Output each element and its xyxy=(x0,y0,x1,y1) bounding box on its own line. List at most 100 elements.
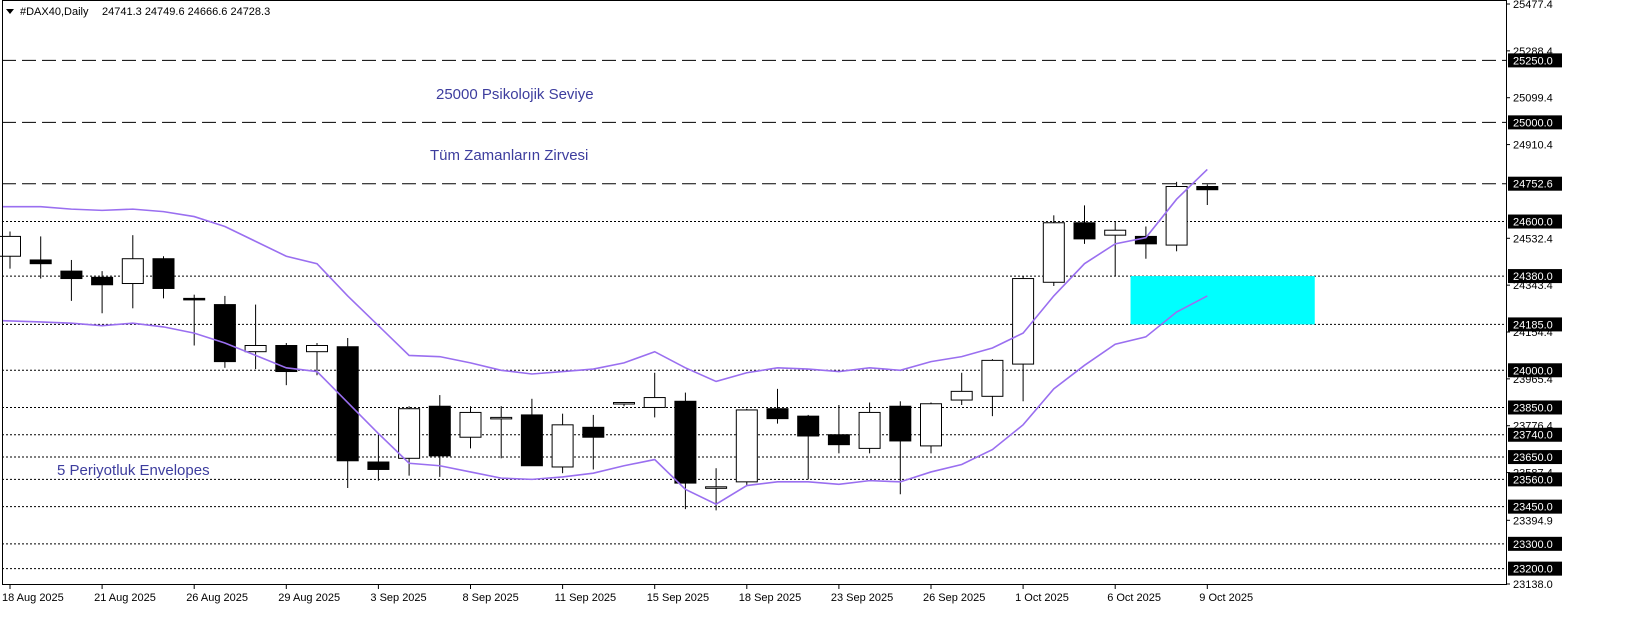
candle-20 xyxy=(613,402,635,407)
candle-19 xyxy=(582,414,605,470)
candle-body xyxy=(91,276,114,286)
chart-header: #DAX40,Daily 24741.3 24749.6 24666.6 247… xyxy=(6,6,270,18)
candle-body xyxy=(428,405,451,457)
time-tick-label: 9 Oct 2025 xyxy=(1199,592,1253,604)
level-label: 23450.0 xyxy=(1513,502,1553,514)
candle-32 xyxy=(981,359,1004,417)
candle-4 xyxy=(121,235,144,309)
time-tick-label: 18 Aug 2025 xyxy=(2,592,64,604)
candle-18 xyxy=(551,413,574,474)
candle-body xyxy=(152,258,175,289)
level-label: 23850.0 xyxy=(1513,402,1553,414)
price-tick-label: 24532.4 xyxy=(1513,233,1553,245)
candle-31 xyxy=(950,372,973,405)
level-label-box xyxy=(1508,317,1562,332)
ohlc-values: 24741.3 24749.6 24666.6 24728.3 xyxy=(102,6,270,18)
candle-body xyxy=(766,408,789,420)
candle-body xyxy=(551,424,574,468)
zone-rect xyxy=(1130,276,1315,325)
candle-3 xyxy=(91,271,114,314)
candle-body xyxy=(520,414,543,467)
candle-body xyxy=(183,297,206,301)
level-label: 24600.0 xyxy=(1513,217,1553,229)
candle-2 xyxy=(60,259,83,301)
envelope-upper-line xyxy=(2,168,1208,383)
candle-body xyxy=(858,411,881,449)
annotation-ath: Tüm Zamanların Zirvesi xyxy=(430,147,588,164)
candle-body xyxy=(1165,185,1188,246)
level-label: 24752.6 xyxy=(1513,179,1553,191)
candle-0 xyxy=(0,231,21,269)
candle-39 xyxy=(1196,184,1219,206)
candle-body xyxy=(459,411,482,438)
level-label: 24185.0 xyxy=(1513,319,1553,331)
envelope-bands xyxy=(1,168,1208,506)
candle-body xyxy=(981,359,1004,397)
time-tick-label: 29 Aug 2025 xyxy=(278,592,340,604)
dropdown-triangle-icon[interactable] xyxy=(6,9,14,14)
candle-24 xyxy=(735,408,758,486)
level-label-box xyxy=(1508,176,1562,191)
annotation-psychological: 25000 Psikolojik Seviye xyxy=(436,86,594,103)
candle-body xyxy=(705,486,728,489)
candle-27 xyxy=(827,404,850,454)
plot-frame xyxy=(2,0,1507,585)
price-tick-label: 25477.4 xyxy=(1513,0,1553,11)
candle-body xyxy=(490,416,513,420)
time-tick-label: 15 Sep 2025 xyxy=(647,592,709,604)
candle-5 xyxy=(152,256,175,299)
demand-zone xyxy=(1130,276,1315,325)
candle-body xyxy=(582,426,605,438)
candle-14 xyxy=(428,395,451,477)
level-label: 23740.0 xyxy=(1513,430,1553,442)
candle-body xyxy=(306,344,328,353)
time-tick-label: 21 Aug 2025 xyxy=(94,592,156,604)
price-tick-label: 24910.4 xyxy=(1513,140,1553,152)
level-label-box xyxy=(1508,536,1562,551)
candle-body xyxy=(398,408,421,459)
candlesticks xyxy=(0,181,1219,511)
candle-body xyxy=(613,402,635,405)
horizontal-levels xyxy=(2,59,1506,570)
time-tick-label: 26 Sep 2025 xyxy=(923,592,985,604)
candle-body xyxy=(1012,278,1035,365)
level-label-box xyxy=(1508,450,1562,465)
time-tick-label: 18 Sep 2025 xyxy=(739,592,801,604)
candle-29 xyxy=(889,401,912,495)
candle-body xyxy=(1042,222,1065,283)
candle-11 xyxy=(336,338,359,489)
candle-body xyxy=(367,461,390,470)
candle-body xyxy=(213,304,236,363)
price-tick-label: 24343.4 xyxy=(1513,280,1553,292)
candle-body xyxy=(674,400,697,484)
candle-body xyxy=(889,405,912,442)
candle-1 xyxy=(29,236,52,279)
time-tick-label: 3 Sep 2025 xyxy=(370,592,426,604)
time-tick-label: 26 Aug 2025 xyxy=(186,592,248,604)
candle-28 xyxy=(858,402,881,454)
level-label: 23560.0 xyxy=(1513,474,1553,486)
candle-body xyxy=(244,344,267,353)
candle-body xyxy=(121,258,144,285)
level-label: 25000.0 xyxy=(1513,117,1553,129)
level-label: 23650.0 xyxy=(1513,452,1553,464)
candle-body xyxy=(797,415,820,437)
price-tick-label: 23138.0 xyxy=(1513,579,1553,591)
time-tick-label: 23 Sep 2025 xyxy=(831,592,893,604)
level-label: 23300.0 xyxy=(1513,539,1553,551)
candle-10 xyxy=(306,343,328,376)
candle-body xyxy=(950,390,973,401)
candle-12 xyxy=(367,434,390,481)
candle-38 xyxy=(1165,181,1188,252)
candle-33 xyxy=(1012,276,1035,402)
candle-36 xyxy=(1104,221,1127,277)
candle-body xyxy=(60,270,83,280)
candle-21 xyxy=(643,372,666,418)
annotation-envelopes: 5 Periyotluk Envelopes xyxy=(57,462,210,479)
level-label-box xyxy=(1508,400,1562,415)
level-label-box xyxy=(1508,214,1562,229)
candle-6 xyxy=(183,294,206,346)
candle-35 xyxy=(1073,205,1096,244)
